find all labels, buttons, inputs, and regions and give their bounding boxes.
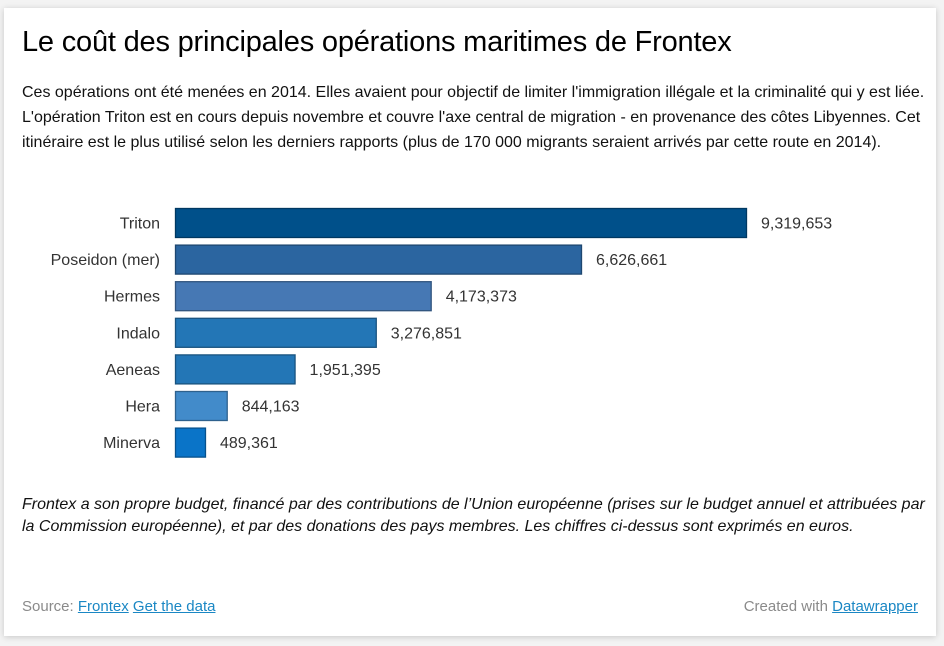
bar-category-label: Minerva [103,435,160,452]
bar-category-label: Triton [120,216,160,233]
chart-notes: Frontex a son propre budget, financé par… [22,496,925,535]
bar-value-label: 844,163 [242,399,300,416]
bar-category-label: Hermes [104,289,160,306]
bar-aeneas [174,354,296,385]
credit: Created with Datawrapper [744,598,918,615]
bar-category-label: Poseidon (mer) [51,252,160,269]
source-link[interactable]: Frontex [77,598,129,615]
bar-hermes [174,281,432,312]
chart-footer: Source: Frontex Get the data Created wit… [22,598,918,615]
datawrapper-link[interactable]: Datawrapper [832,598,918,615]
bar-value-label: 9,319,653 [761,216,832,233]
get-data-link[interactable]: Get the data [132,598,216,615]
bar-value-label: 6,626,661 [596,252,667,269]
chart-title: Le coût des principales opérations marit… [22,26,732,58]
created-with-label: Created with [743,598,828,615]
source-label: Source: [22,598,74,615]
bar-value-label: 1,951,395 [310,362,381,379]
bar-chart: Triton 9,319,653 Poseidon (mer) 6,626,661 He… [51,207,832,458]
bar-minerva [174,427,207,458]
bar-category-label: Aeneas [106,362,160,379]
bar-hera [174,390,228,422]
chart-card: Le coût des principales opérations marit… [4,8,936,636]
bar-value-label: 4,173,373 [446,289,517,306]
bar-category-label: Hera [125,399,160,416]
chart-intro: Ces opérations ont été menées en 2014. E… [22,84,925,151]
bar-indalo [174,317,377,348]
bar-value-label: 489,361 [220,435,278,452]
bar-triton [174,207,748,239]
bar-value-label: 3,276,851 [391,325,462,342]
bar-category-label: Indalo [116,325,160,342]
bar-poseidon-mer [174,244,583,275]
